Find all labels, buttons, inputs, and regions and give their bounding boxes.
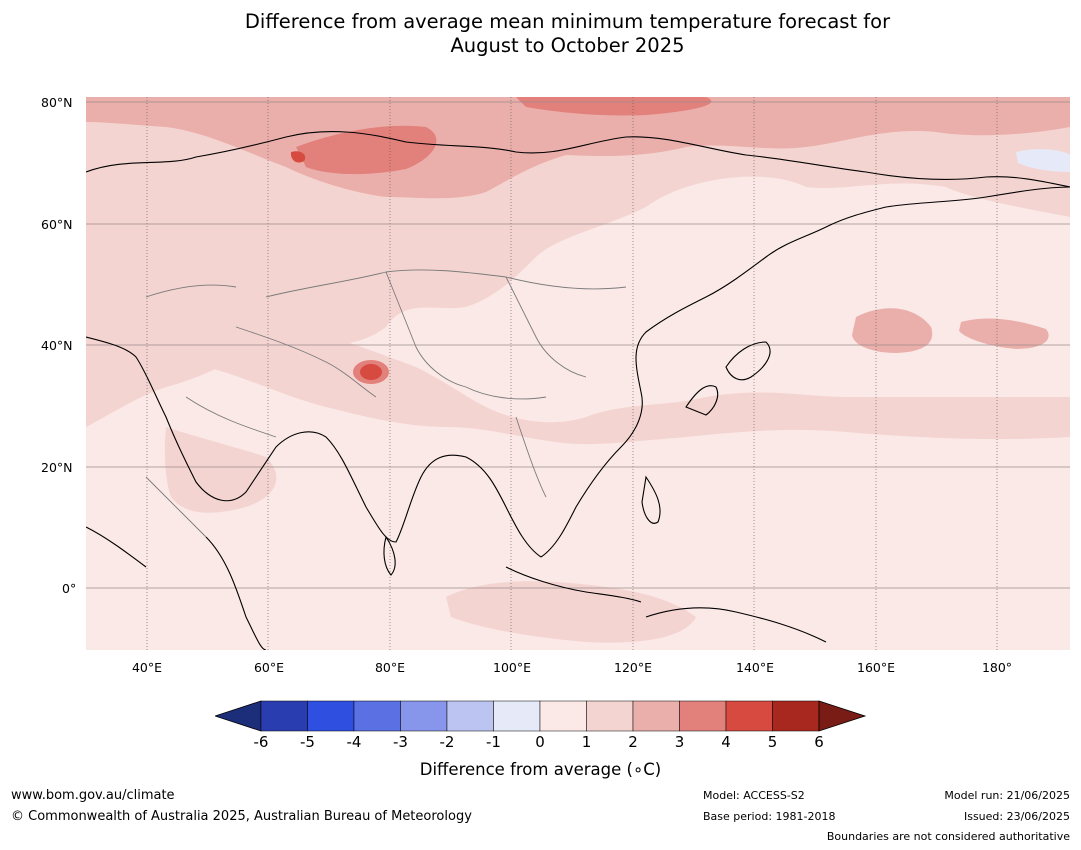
colorbar-tick-label: -6: [253, 733, 269, 751]
colorbar-swatch: [353, 700, 401, 732]
anomaly-region-3-4-arctic-sea: [516, 97, 712, 116]
footer-disclaimer: Boundaries are not considered authoritat…: [826, 830, 1070, 843]
anomaly-region-cool-patch: [1016, 149, 1070, 172]
lon-label-140e: 140°E: [735, 660, 775, 675]
lat-label-40n: 40°N: [41, 338, 73, 353]
lon-label-160e: 160°E: [856, 660, 896, 675]
colorbar-swatch: [400, 700, 448, 732]
lon-label-100e: 100°E: [492, 660, 532, 675]
footer-issued: Issued: 23/06/2025: [963, 810, 1070, 823]
chart-title: Difference from average mean minimum tem…: [0, 10, 1081, 58]
coastlines: [86, 131, 1070, 650]
colorbar-swatch: [260, 700, 308, 732]
colorbar-extend-high: [818, 700, 867, 732]
colorbar-swatch: [632, 700, 680, 732]
colorbar-tick-label: 5: [767, 733, 778, 751]
colorbar-tick-label: -3: [393, 733, 408, 751]
lon-label-80e: 80°E: [374, 660, 406, 675]
footer-url: www.bom.gov.au/climate: [11, 788, 175, 803]
colorbar-swatch: [446, 700, 494, 732]
colorbar-tick-label: -4: [346, 733, 362, 751]
footer-model: Model: ACCESS-S2: [703, 789, 805, 802]
anomaly-region-1-2-arabia: [164, 427, 277, 513]
colorbar-tick-label: -5: [300, 733, 315, 751]
chart-title-line-2: August to October 2025: [450, 34, 685, 57]
colorbar-tick-label: 1: [581, 733, 592, 751]
colorbar-swatch: [307, 700, 355, 732]
colorbar-swatches: [213, 700, 867, 732]
footer-model-run: Model run: 21/06/2025: [944, 789, 1070, 802]
colorbar-title: Difference from average (∘C): [419, 760, 662, 779]
footer-copyright: © Commonwealth of Australia 2025, Austra…: [11, 809, 472, 824]
lat-label-80n: 80°N: [41, 95, 73, 110]
footer-base-period: Base period: 1981-2018: [703, 810, 836, 823]
anomaly-region-3-4-siberia: [296, 125, 437, 175]
lat-label-0: 0°: [62, 581, 77, 596]
lon-label-60e: 60°E: [253, 660, 285, 675]
colorbar-tick-label: 6: [814, 733, 824, 751]
colorbar-tick-label: 4: [721, 733, 731, 751]
lon-label-40e: 40°E: [131, 660, 163, 675]
lat-label-60n: 60°N: [41, 217, 73, 232]
colorbar-extend-low: [213, 700, 262, 732]
graticule-parallels: [86, 101, 1070, 589]
colorbar-swatch: [539, 700, 587, 732]
anomaly-region-2-3-pacific: [852, 308, 933, 353]
anomaly-region-1-2-plateau: [146, 311, 1070, 445]
graticule-meridians: [146, 97, 998, 650]
colorbar-tick-label: 2: [628, 733, 638, 751]
colorbar-swatch: [772, 700, 820, 732]
colorbar-tick-label: -2: [439, 733, 455, 751]
colorbar-tick-label: -1: [486, 733, 501, 751]
anomaly-region-2-3-pacific-east: [959, 318, 1049, 349]
anomaly-region-2-3-arctic: [86, 97, 1070, 199]
colorbar-swatch: [586, 700, 634, 732]
lat-label-20n: 20°N: [41, 460, 73, 475]
colorbar-swatch: [493, 700, 541, 732]
anomaly-region-1-2-indonesia: [446, 581, 696, 643]
map-panel: [86, 97, 1070, 650]
anomaly-region-4-5-hotspot: [290, 151, 306, 163]
country-boundaries: [145, 269, 627, 538]
colorbar-tick-label: 0: [535, 733, 545, 751]
colorbar-tick-label: 3: [674, 733, 685, 751]
chart-title-line-1: Difference from average mean minimum tem…: [244, 10, 891, 33]
colorbar-swatch: [725, 700, 773, 732]
lon-label-180: 180°: [981, 660, 1013, 675]
colorbar: [213, 700, 867, 736]
anomaly-map: [86, 97, 1070, 650]
colorbar-swatch: [679, 700, 727, 732]
lon-label-120e: 120°E: [613, 660, 653, 675]
anomaly-hotspot-core: [360, 364, 382, 380]
